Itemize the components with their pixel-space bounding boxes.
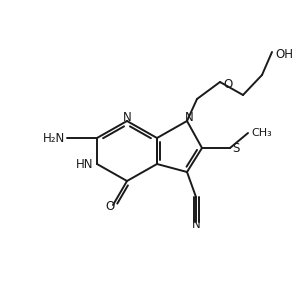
Text: OH: OH [275,49,293,61]
Text: N: N [192,218,200,231]
Text: O: O [223,78,232,91]
Text: N: N [123,111,131,124]
Text: CH₃: CH₃ [251,128,272,138]
Text: H₂N: H₂N [43,131,65,144]
Text: HN: HN [76,158,93,171]
Text: S: S [232,142,239,155]
Text: N: N [185,111,193,124]
Text: O: O [105,200,115,213]
